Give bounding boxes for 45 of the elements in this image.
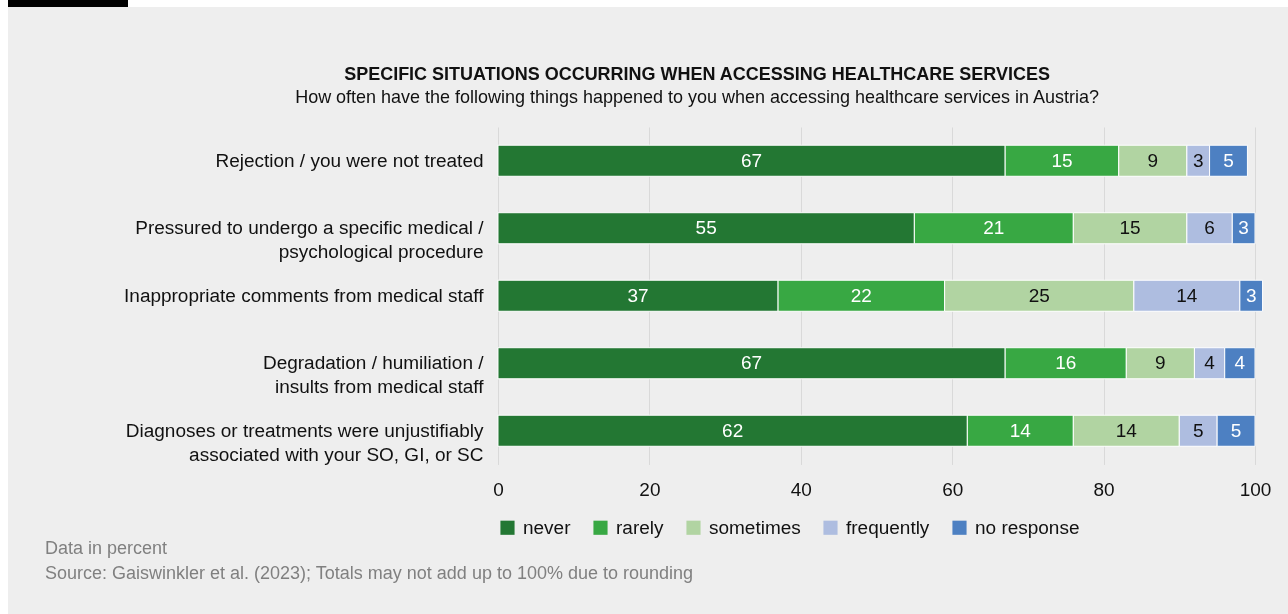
x-tick-label: 40 xyxy=(790,479,812,500)
data-label: 16 xyxy=(1055,352,1077,374)
legend-label: never xyxy=(523,516,571,538)
data-label: 67 xyxy=(741,352,763,374)
data-label: 3 xyxy=(1245,284,1257,306)
data-label: 55 xyxy=(695,217,717,239)
data-label: 5 xyxy=(1192,419,1204,441)
data-label: 14 xyxy=(1009,419,1031,441)
data-label: 15 xyxy=(1051,149,1073,171)
x-tick-label: 60 xyxy=(942,479,964,500)
data-label: 5 xyxy=(1223,149,1234,171)
data-label: 15 xyxy=(1119,217,1141,239)
data-label: 37 xyxy=(627,284,649,306)
legend-label: rarely xyxy=(616,516,664,538)
data-label: 3 xyxy=(1192,149,1204,171)
data-label: 3 xyxy=(1238,217,1249,239)
y-tick-label: Degradation / humiliation / insults from medical staff xyxy=(262,352,485,398)
data-label: 6 xyxy=(1204,217,1215,239)
data-label: 5 xyxy=(1230,419,1242,441)
data-label: 14 xyxy=(1115,419,1137,441)
x-tick-label: 20 xyxy=(639,479,661,500)
data-label: 14 xyxy=(1176,284,1198,306)
y-tick-label: Diagnoses or treatments were unjustifiably associated with your SO, GI, or SC xyxy=(125,419,484,465)
data-label: 62 xyxy=(722,419,744,441)
chart-title: SPECIFIC SITUATIONS OCCURRING WHEN ACCESSING HEALTHCARE SERVICES xyxy=(344,64,1050,84)
x-tick-label: 80 xyxy=(1093,479,1115,500)
legend-label: no response xyxy=(974,516,1080,538)
data-label: 22 xyxy=(850,284,872,306)
data-label: 9 xyxy=(1155,352,1166,374)
legend-label: sometimes xyxy=(709,516,801,538)
text: Data in percent xyxy=(45,537,168,559)
data-label: 4 xyxy=(1234,352,1246,374)
y-tick-label: Rejection / you were not treated xyxy=(215,149,484,171)
y-tick-label: Inappropriate comments from medical staff xyxy=(124,284,485,306)
data-label: 21 xyxy=(983,217,1005,239)
chart-subtitle: How often have the following things happened to you when accessing healthcare services in Austria? xyxy=(295,87,1099,107)
x-tick-label: 100 xyxy=(1239,479,1272,500)
data-label: 25 xyxy=(1028,284,1050,306)
y-tick-label: Pressured to undergo a specific medical / psychological procedure xyxy=(135,217,485,263)
legend-label: frequently xyxy=(846,516,930,538)
source-note: Source: Gaiswinkler et al. (2023); Totals may not add up to 100% due to rounding xyxy=(45,562,694,584)
data-label: 4 xyxy=(1204,352,1215,374)
data-label: 9 xyxy=(1147,149,1159,171)
data-label: 67 xyxy=(741,149,763,171)
x-tick-label: 0 xyxy=(493,479,504,500)
